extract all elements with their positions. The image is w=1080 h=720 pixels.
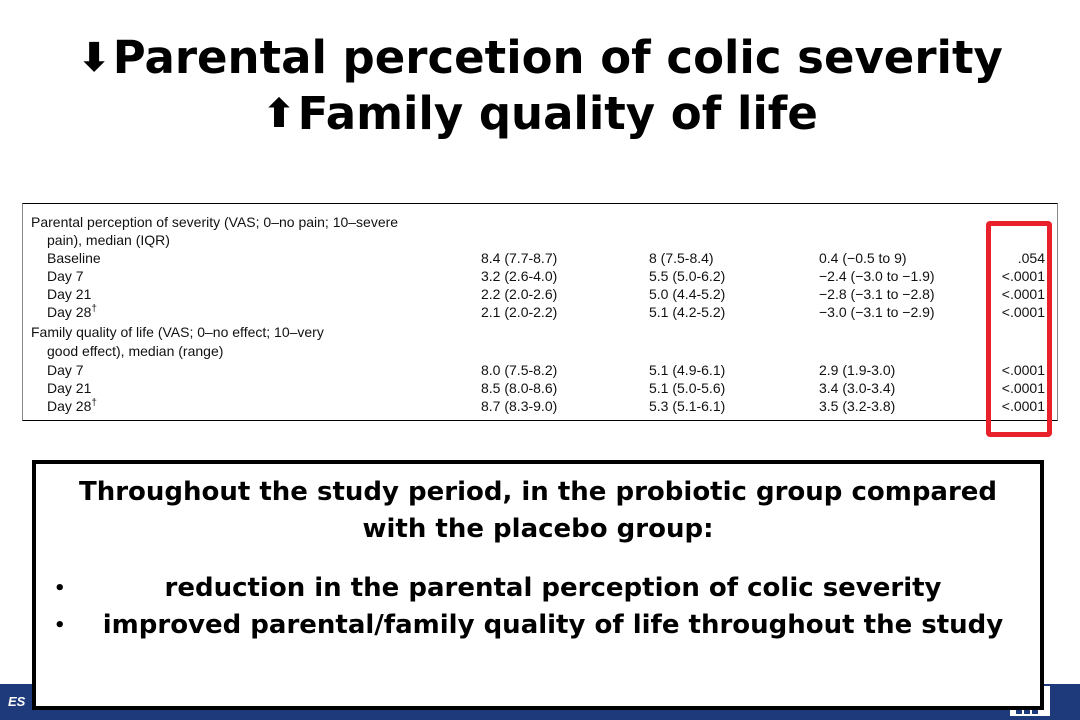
summary-bullet-text: reduction in the parental perception of …	[164, 573, 942, 603]
p-value: <.0001	[1001, 304, 1045, 320]
p-value: <.0001	[1001, 398, 1045, 414]
row-label: Baseline	[47, 250, 101, 266]
title-line-2: ⬆Family quality of life	[0, 86, 1080, 142]
probiotic-value: 8.7 (8.3-9.0)	[481, 398, 558, 414]
placebo-value: 5.5 (5.0-6.2)	[649, 268, 726, 284]
list-item: • improved parental/family quality of li…	[36, 607, 1040, 644]
row-label: Day 21	[47, 286, 92, 302]
p-value: <.0001	[1001, 362, 1045, 378]
table-row: Day 21 2.2 (2.0-2.6) 5.0 (4.4-5.2) −2.8 …	[23, 285, 1057, 303]
p-value: <.0001	[1001, 380, 1045, 396]
table-group-header-cont: good effect), median (range)	[23, 342, 1057, 360]
arrow-up-icon: ⬆	[262, 91, 296, 137]
probiotic-value: 3.2 (2.6-4.0)	[481, 268, 558, 284]
placebo-value: 5.1 (4.9-6.1)	[649, 362, 726, 378]
difference-value: 2.9 (1.9-3.0)	[819, 362, 896, 378]
p-value: <.0001	[1001, 286, 1045, 302]
table-row: Day 7 8.0 (7.5-8.2) 5.1 (4.9-6.1) 2.9 (1…	[23, 361, 1057, 379]
table-row: Day 21 8.5 (8.0-8.6) 5.1 (5.0-5.6) 3.4 (…	[23, 379, 1057, 397]
row-label: Day 7	[47, 268, 84, 284]
difference-value: −3.0 (−3.1 to −2.9)	[819, 304, 935, 320]
table-row: Day 28† 8.7 (8.3-9.0) 5.3 (5.1-6.1) 3.5 …	[23, 397, 1057, 415]
title-line-1-text: Parental percetion of colic severity	[112, 31, 1003, 84]
bullet-icon: •	[54, 578, 66, 599]
placebo-value: 5.3 (5.1-6.1)	[649, 398, 726, 414]
difference-value: 3.4 (3.0-3.4)	[819, 380, 896, 396]
row-label: Day 28†	[47, 303, 97, 320]
p-value-highlight-box	[986, 221, 1052, 437]
probiotic-value: 8.4 (7.7-8.7)	[481, 250, 558, 266]
qol-header-line-1: Family quality of life (VAS; 0–no effect…	[31, 324, 324, 340]
table-group-header-cont: pain), median (IQR)	[23, 231, 1057, 249]
qol-header-line-2: good effect), median (range)	[47, 343, 224, 359]
table-row: Day 7 3.2 (2.6-4.0) 5.5 (5.0-6.2) −2.4 (…	[23, 267, 1057, 285]
slide-title: ⬇Parental percetion of colic severity ⬆F…	[0, 30, 1080, 142]
placebo-value: 5.1 (5.0-5.6)	[649, 380, 726, 396]
list-item: • reduction in the parental perception o…	[36, 570, 1040, 607]
summary-list: • reduction in the parental perception o…	[36, 570, 1040, 644]
placebo-value: 8 (7.5-8.4)	[649, 250, 714, 266]
row-label: Day 21	[47, 380, 92, 396]
p-value: <.0001	[1001, 268, 1045, 284]
results-table: Parental perception of severity (VAS; 0–…	[22, 203, 1058, 421]
row-label: Day 7	[47, 362, 84, 378]
placebo-value: 5.1 (4.2-5.2)	[649, 304, 726, 320]
probiotic-value: 2.1 (2.0-2.2)	[481, 304, 558, 320]
severity-header-line-2: pain), median (IQR)	[47, 232, 170, 248]
difference-value: −2.4 (−3.0 to −1.9)	[819, 268, 935, 284]
bullet-icon: •	[54, 615, 66, 636]
table-group-header: Family quality of life (VAS; 0–no effect…	[23, 323, 1057, 341]
probiotic-value: 2.2 (2.0-2.6)	[481, 286, 558, 302]
placebo-value: 5.0 (4.4-5.2)	[649, 286, 726, 302]
summary-intro: Throughout the study period, in the prob…	[78, 477, 998, 544]
summary-bullet-text: improved parental/family quality of life…	[102, 610, 1004, 640]
difference-value: 3.5 (3.2-3.8)	[819, 398, 896, 414]
row-label: Day 28†	[47, 397, 97, 414]
title-line-1: ⬇Parental percetion of colic severity	[0, 30, 1080, 86]
p-value: .054	[1017, 250, 1045, 266]
difference-value: −2.8 (−3.1 to −2.8)	[819, 286, 935, 302]
summary-box: Throughout the study period, in the prob…	[32, 460, 1044, 710]
probiotic-value: 8.0 (7.5-8.2)	[481, 362, 558, 378]
title-line-2-text: Family quality of life	[297, 87, 818, 140]
table-row: Baseline 8.4 (7.7-8.7) 8 (7.5-8.4) 0.4 (…	[23, 249, 1057, 267]
arrow-down-icon: ⬇	[77, 35, 111, 81]
probiotic-value: 8.5 (8.0-8.6)	[481, 380, 558, 396]
table-row: Day 28† 2.1 (2.0-2.2) 5.1 (4.2-5.2) −3.0…	[23, 303, 1057, 321]
table-group-header: Parental perception of severity (VAS; 0–…	[23, 213, 1057, 231]
footer-text: ES	[8, 694, 26, 709]
severity-header-line-1: Parental perception of severity (VAS; 0–…	[31, 214, 399, 230]
difference-value: 0.4 (−0.5 to 9)	[819, 250, 907, 266]
